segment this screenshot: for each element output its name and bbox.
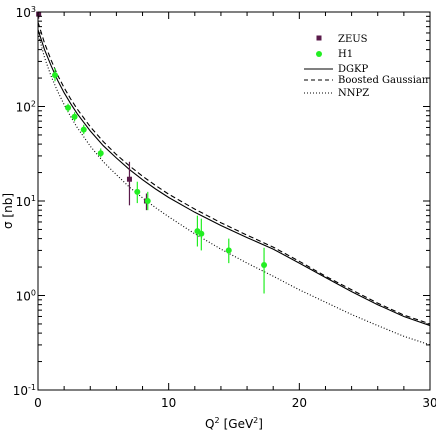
y-tick-label: 103 xyxy=(16,5,36,20)
h1-data-point xyxy=(225,247,232,254)
h1-data-point xyxy=(51,72,58,79)
legend-label-h1: H1 xyxy=(338,49,353,60)
y-axis-ticks: 103 102 101 100 10-1 xyxy=(13,5,430,398)
x-tick-label: 30 xyxy=(422,396,436,410)
x-tick-label: 20 xyxy=(292,396,307,410)
h1-data-point xyxy=(80,126,87,133)
y-axis-label: σ [nb] xyxy=(1,193,15,229)
legend-label-nnpz: NNPZ xyxy=(338,88,369,99)
y-tick-label: 100 xyxy=(16,289,36,304)
curve-dgkp xyxy=(38,29,430,327)
x-tick-label: 10 xyxy=(161,396,176,410)
h1-data-point xyxy=(144,198,151,204)
h1-data-point xyxy=(65,104,72,111)
legend-label-zeus: ZEUS xyxy=(338,34,368,45)
legend-label-boosted-gaussian: Boosted Gaussian xyxy=(338,75,429,86)
legend-marker-h1 xyxy=(316,51,322,57)
y-tick-label: 10-1 xyxy=(13,383,36,398)
y-tick-label: 101 xyxy=(16,194,36,209)
curve-boosted-gaussian xyxy=(38,22,430,325)
h1-data-point xyxy=(261,262,268,269)
data-markers xyxy=(36,11,268,269)
y-tick-label: 102 xyxy=(16,100,36,115)
h1-data-point xyxy=(97,150,104,157)
h1-data-point xyxy=(71,113,78,120)
legend: ZEUS H1 DGKP Boosted Gaussian NNPZ xyxy=(304,34,429,99)
x-tick-label: 0 xyxy=(34,396,42,410)
h1-data-point xyxy=(198,230,205,237)
legend-marker-zeus xyxy=(316,35,322,41)
legend-label-dgkp: DGKP xyxy=(338,64,368,75)
x-axis-ticks: 0 10 20 30 xyxy=(34,12,436,410)
h1-data-point xyxy=(134,188,141,195)
zeus-data-point xyxy=(126,176,132,182)
zeus-data-point xyxy=(36,11,42,17)
x-axis-label: Q2 [GeV2] xyxy=(205,416,263,431)
